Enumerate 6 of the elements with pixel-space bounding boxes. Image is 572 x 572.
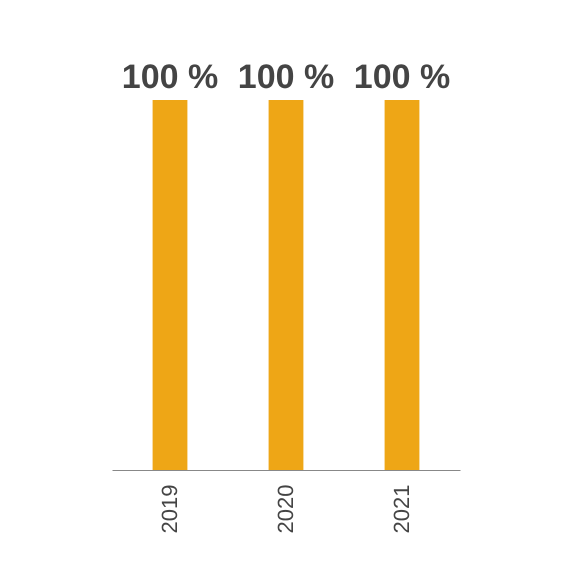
data-label: 100 % xyxy=(238,58,334,96)
data-label: 100 % xyxy=(122,58,218,96)
x-tick-label: 2021 xyxy=(389,484,414,534)
x-tick-label: 2020 xyxy=(273,484,298,534)
data-label: 100 % xyxy=(354,58,450,96)
x-tick-label: 2019 xyxy=(157,484,182,534)
